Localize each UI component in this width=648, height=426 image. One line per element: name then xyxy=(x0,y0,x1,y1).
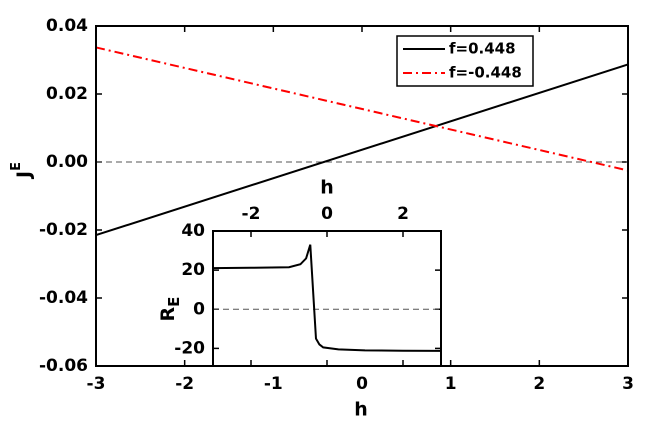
y-axis-label-main: J xyxy=(13,171,35,180)
y-axis-label: JE xyxy=(9,162,35,180)
x-tick-label: 2 xyxy=(397,204,409,224)
y-tick-label: -20 xyxy=(174,338,205,358)
y-tick-label: -0.04 xyxy=(39,288,88,308)
x-tick-label: -2 xyxy=(175,374,194,394)
series-line xyxy=(95,46,629,172)
y-tick-label: 0 xyxy=(193,299,205,319)
x-tick-label: -1 xyxy=(264,374,283,394)
plot-area xyxy=(213,231,441,366)
legend-box xyxy=(396,35,534,87)
series-line xyxy=(212,244,442,352)
series-line xyxy=(95,63,629,237)
x-tick-label: 3 xyxy=(622,374,634,394)
legend-label: f=0.448 xyxy=(449,40,516,58)
legend-label: f=-0.448 xyxy=(449,64,522,82)
y-tick-label: -0.02 xyxy=(39,220,88,240)
y-axis-label-main: R xyxy=(157,306,179,321)
x-tick-label: 0 xyxy=(356,374,368,394)
x-tick-label: -3 xyxy=(87,374,106,394)
y-tick-label: 20 xyxy=(181,260,205,280)
x-tick-label: 1 xyxy=(445,374,457,394)
axes-frame xyxy=(212,230,442,367)
x-axis-label: h xyxy=(320,177,334,199)
y-tick-label: -0.06 xyxy=(39,356,88,376)
x-tick-label: 2 xyxy=(533,374,545,394)
y-axis-label-sub: E xyxy=(165,297,183,307)
x-axis-label: h xyxy=(354,399,368,421)
y-axis-label: RE xyxy=(157,297,183,322)
y-axis-label-sup: E xyxy=(9,162,24,171)
y-tick-label: 0.04 xyxy=(46,16,88,36)
y-tick-label: 0.00 xyxy=(46,152,88,172)
x-tick-label: -2 xyxy=(242,204,261,224)
y-tick-label: 40 xyxy=(181,221,205,241)
y-tick-label: 0.02 xyxy=(46,84,88,104)
x-tick-label: 0 xyxy=(321,204,333,224)
